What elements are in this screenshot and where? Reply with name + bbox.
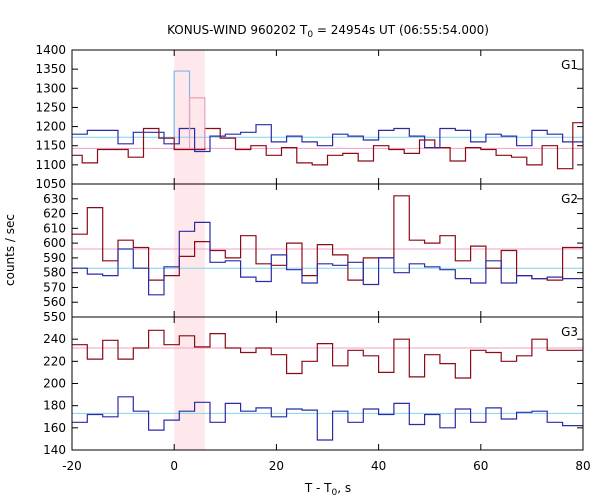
g3-ytick-label: 200	[43, 377, 66, 391]
g1-ytick-label: 1250	[35, 100, 66, 114]
g1-red-series	[72, 122, 583, 170]
g1-ytick-label: 1200	[35, 120, 66, 134]
g2-red-series	[72, 195, 583, 281]
xtick-label: 0	[170, 459, 178, 473]
g3-red-series	[72, 329, 583, 379]
g2-ytick-label: 620	[43, 207, 66, 221]
series-layer	[72, 70, 583, 441]
g1-ytick-label: 1350	[35, 62, 66, 76]
g2-ytick-label: 580	[43, 266, 66, 280]
xtick-label: 40	[371, 459, 386, 473]
background-level-lines	[72, 136, 583, 414]
g2-ytick-label: 550	[43, 310, 66, 324]
xtick-label: 80	[575, 459, 590, 473]
axes-layer	[71, 49, 584, 451]
g2-ytick-label: 560	[43, 295, 66, 309]
g3-ytick-label: 140	[43, 443, 66, 457]
g1-panel-label: G1	[561, 58, 578, 72]
g2-ytick-label: 570	[43, 280, 66, 294]
g1-blue-series	[72, 124, 583, 153]
chart-title: KONUS-WIND 960202 T0 = 24954s UT (06:55:…	[167, 23, 489, 40]
xtick-label: -20	[62, 459, 82, 473]
ticks-layer: G110501100115012001250130013501400G25505…	[35, 43, 590, 473]
g1-ytick-label: 1400	[35, 43, 66, 57]
g3-ytick-label: 220	[43, 354, 66, 368]
g1-red-peak-bin	[188, 97, 206, 149]
g2-panel-label: G2	[561, 192, 578, 206]
y-axis-label: counts / sec	[3, 214, 17, 286]
g1-ytick-label: 1050	[35, 177, 66, 191]
g1-ytick-label: 1150	[35, 139, 66, 153]
g3-panel-label: G3	[561, 325, 578, 339]
g2-blue-series	[72, 221, 583, 296]
g2-ytick-label: 600	[43, 236, 66, 250]
xtick-label: 60	[473, 459, 488, 473]
g3-blue-series	[72, 396, 583, 441]
g2-ytick-label: 610	[43, 221, 66, 235]
g3-ytick-label: 240	[43, 332, 66, 346]
g2-ytick-label: 630	[43, 192, 66, 206]
g3-ytick-label: 160	[43, 421, 66, 435]
g2-ytick-label: 590	[43, 251, 66, 265]
g1-ytick-label: 1100	[35, 158, 66, 172]
g1-ytick-label: 1300	[35, 81, 66, 95]
x-axis-label: T - T0, s	[304, 481, 351, 498]
g3-ytick-label: 180	[43, 399, 66, 413]
xtick-label: 20	[269, 459, 284, 473]
